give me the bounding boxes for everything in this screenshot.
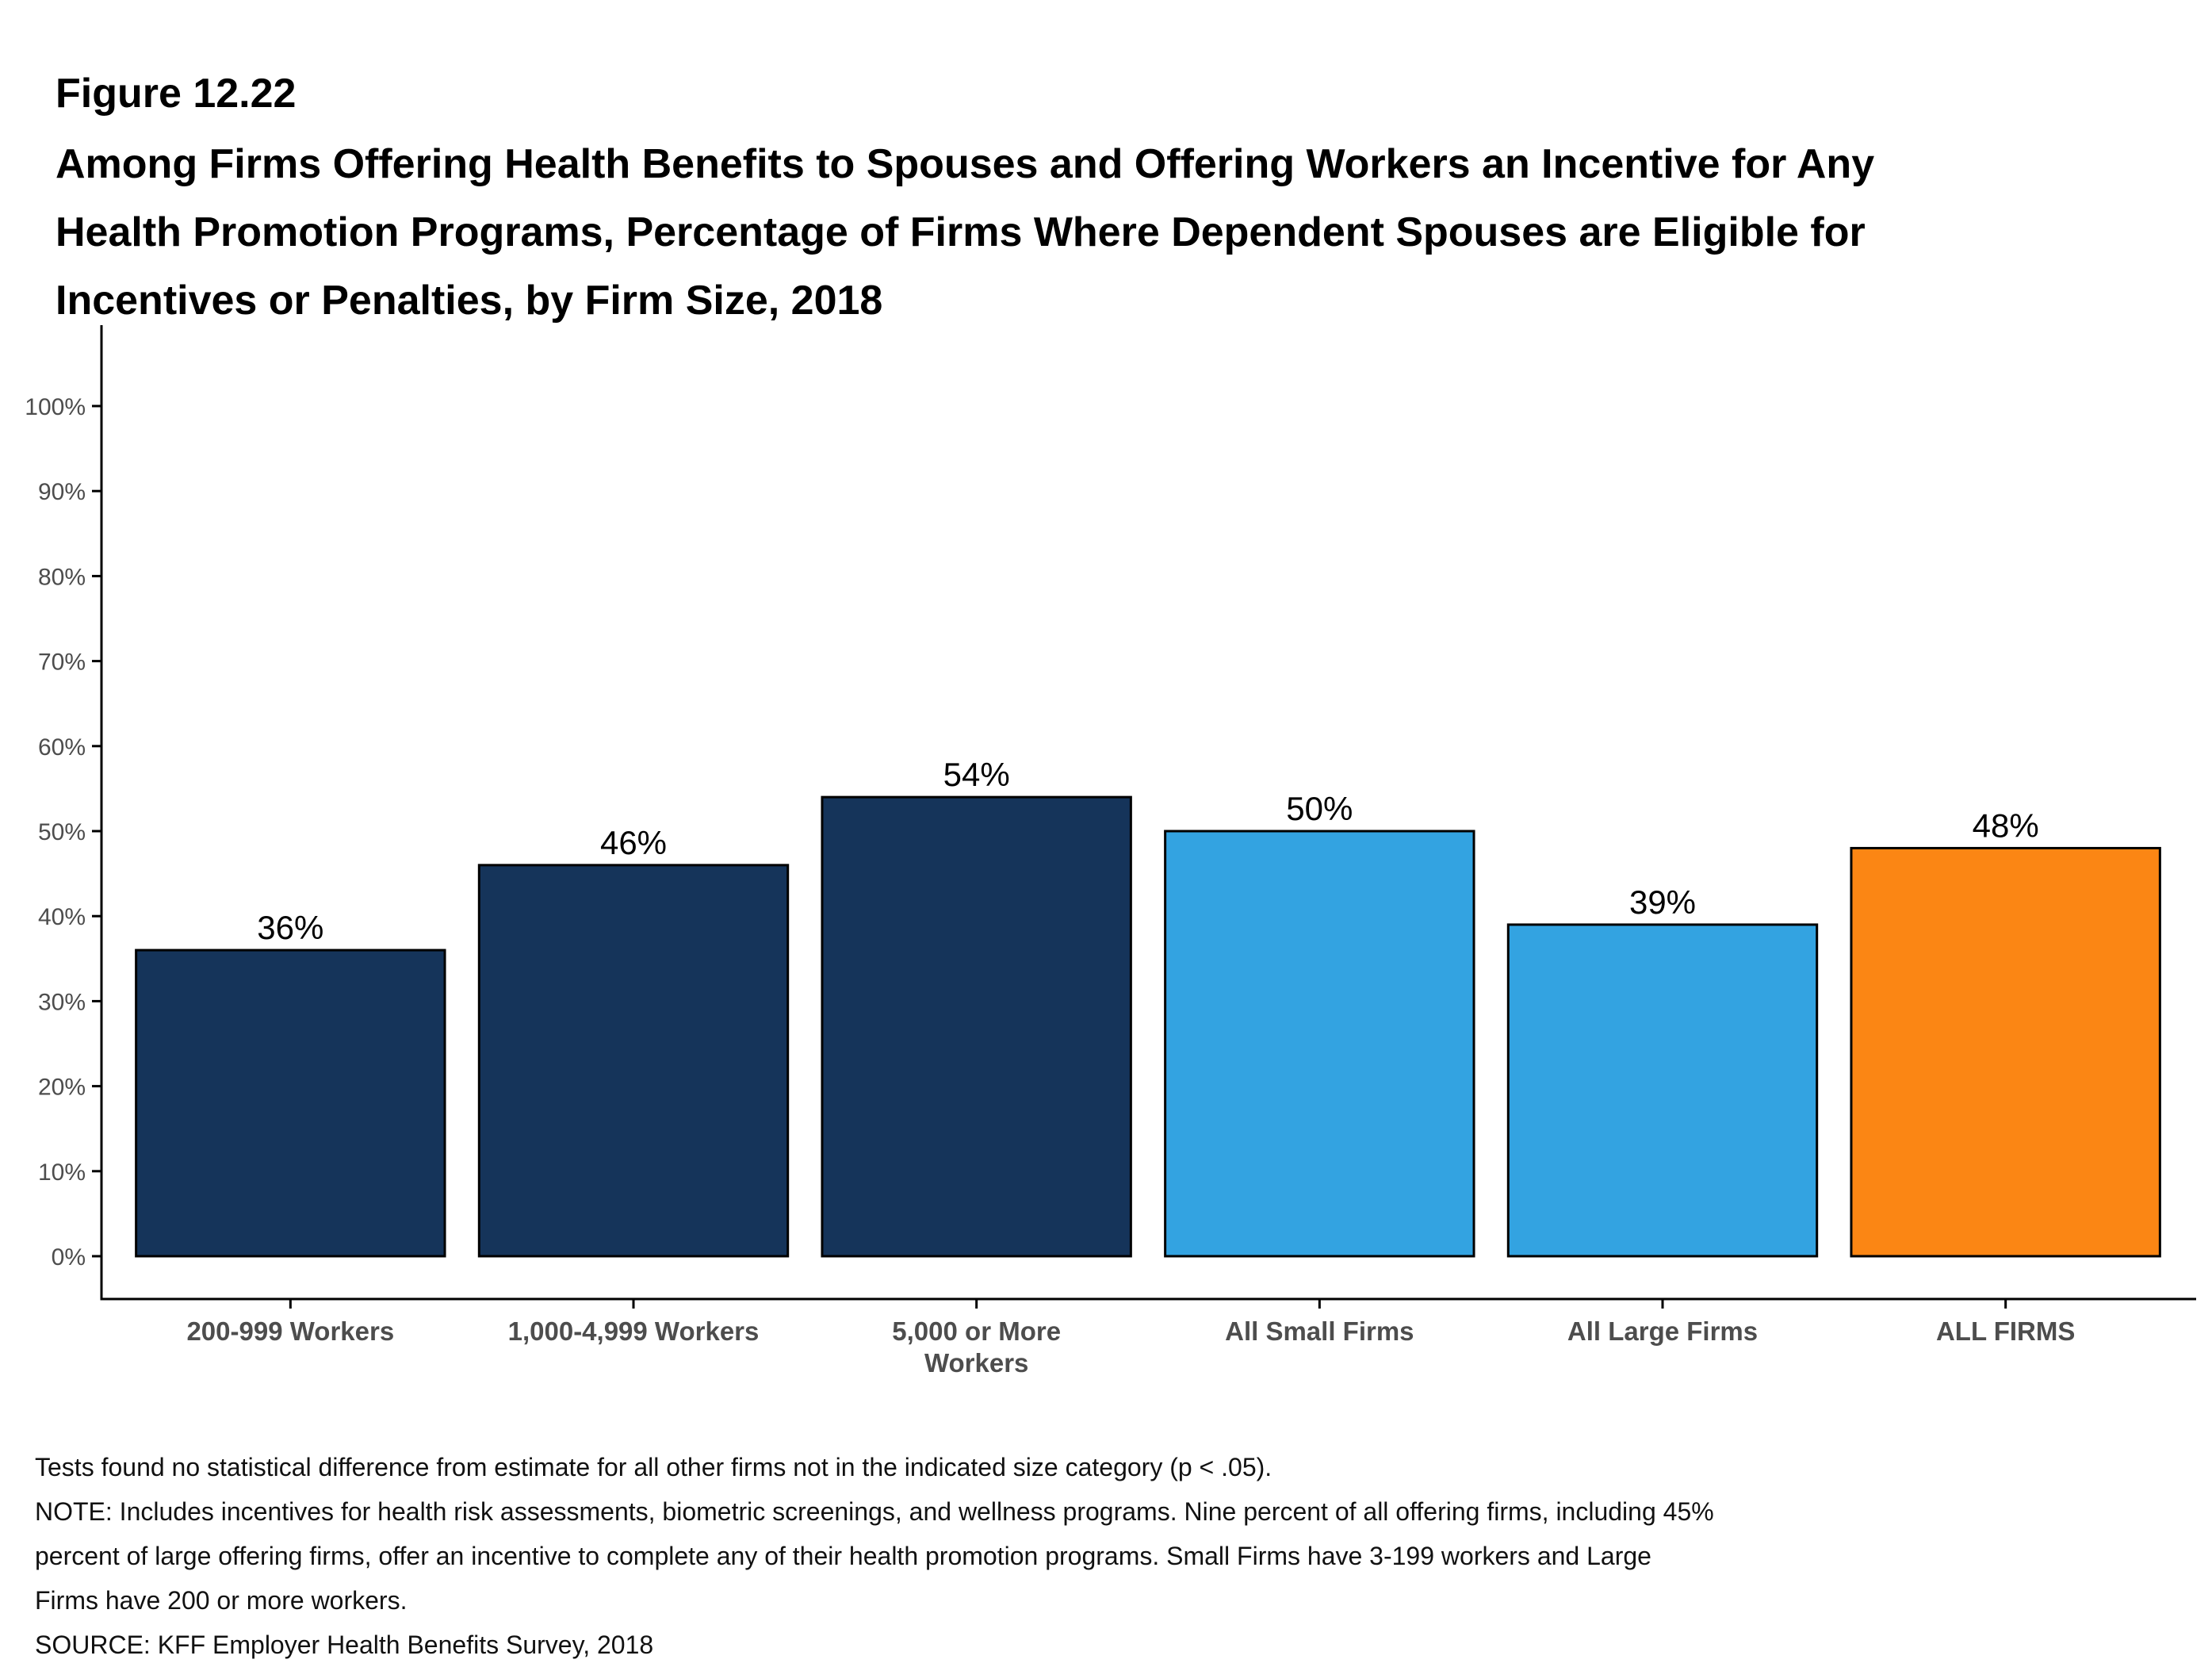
bar bbox=[1164, 830, 1475, 1258]
chart-notes: Tests found no statistical difference fr… bbox=[35, 1445, 2017, 1667]
data-label: 46% bbox=[600, 824, 667, 861]
y-tick-label: 50% bbox=[38, 819, 86, 845]
y-axis: 0% 10% 20% 30% 40% 50% 60% 70% 80% 90% 100% bbox=[25, 325, 103, 1299]
note-line: Tests found no statistical difference fr… bbox=[35, 1453, 1272, 1481]
chart-title-line: Incentives or Penalties, by Firm Size, 2… bbox=[55, 278, 883, 324]
data-label: 50% bbox=[1286, 790, 1353, 827]
bar bbox=[1850, 846, 2161, 1258]
y-tick-label: 100% bbox=[25, 394, 86, 420]
note-line: Firms have 200 or more workers. bbox=[35, 1586, 408, 1615]
y-tick-label: 20% bbox=[38, 1075, 86, 1101]
data-labels: 36% 46% 54% 50% 39% 48% bbox=[257, 756, 2038, 946]
x-tick-label: All Small Firms bbox=[1225, 1316, 1414, 1346]
figure-label: Figure 12.22 bbox=[55, 71, 297, 117]
chart-title: Among Firms Offering Health Benefits to … bbox=[55, 130, 2085, 335]
bar bbox=[821, 795, 1132, 1258]
x-axis: 200-999 Workers 1,000-4,999 Workers 5,000 … bbox=[100, 1297, 2196, 1378]
chart-title-line: Among Firms Offering Health Benefits to … bbox=[55, 141, 1875, 187]
y-tick-label: 0% bbox=[52, 1244, 86, 1270]
x-tick-label: 200-999 Workers bbox=[186, 1316, 394, 1346]
note-line: SOURCE: KFF Employer Health Benefits Sur… bbox=[35, 1631, 654, 1659]
bar bbox=[135, 948, 446, 1258]
bar bbox=[477, 864, 790, 1258]
x-tick-label: Workers bbox=[924, 1348, 1028, 1378]
bar-chart: 0% 10% 20% 30% 40% 50% 60% 70% 80% 90% 100% 36% 46%… bbox=[25, 325, 2196, 1378]
y-tick-label: 60% bbox=[38, 734, 86, 761]
data-label: 48% bbox=[1973, 807, 2039, 844]
bar bbox=[1506, 923, 1819, 1258]
chart-title-line: Health Promotion Programs, Percentage of… bbox=[55, 209, 1866, 255]
y-tick-label: 10% bbox=[38, 1159, 86, 1186]
note-line: percent of large offering firms, offer a… bbox=[35, 1542, 1651, 1570]
y-tick-label: 90% bbox=[38, 479, 86, 505]
x-tick-label: 5,000 or More bbox=[892, 1316, 1061, 1346]
x-tick-label: 1,000-4,999 Workers bbox=[508, 1316, 760, 1346]
y-tick-label: 40% bbox=[38, 904, 86, 930]
data-label: 54% bbox=[943, 756, 1010, 793]
bars bbox=[135, 795, 2161, 1258]
y-tick-label: 30% bbox=[38, 989, 86, 1015]
data-label: 36% bbox=[257, 909, 323, 946]
note-line: NOTE: Includes incentives for health ris… bbox=[35, 1497, 1714, 1526]
data-label: 39% bbox=[1629, 883, 1696, 921]
y-tick-label: 70% bbox=[38, 650, 86, 676]
x-tick-label: ALL FIRMS bbox=[1936, 1316, 2075, 1346]
x-tick-label: All Large Firms bbox=[1567, 1316, 1758, 1346]
y-tick-label: 80% bbox=[38, 564, 86, 590]
